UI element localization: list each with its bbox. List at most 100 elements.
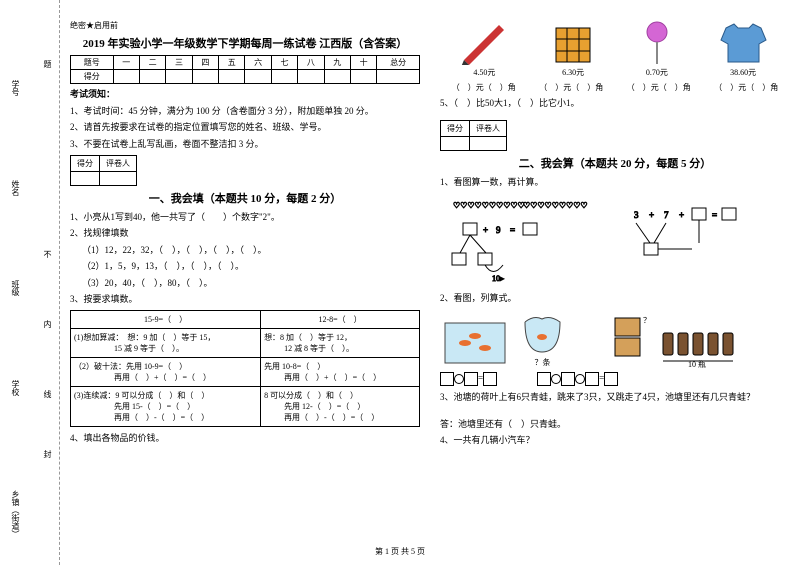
product-row: 4.50元 6.30元 0.70元 38.60元 bbox=[440, 20, 790, 78]
svg-text:9: 9 bbox=[496, 225, 501, 235]
box-stack-icon: ？个 bbox=[605, 313, 650, 368]
pencil-icon bbox=[459, 20, 509, 65]
svg-text:7: 7 bbox=[664, 210, 669, 220]
th-5: 五 bbox=[219, 56, 245, 70]
seal-bu: 不 bbox=[42, 250, 53, 258]
price-2: 6.30元 bbox=[548, 67, 598, 78]
price-3: 0.70元 bbox=[637, 67, 677, 78]
page-footer: 第 1 页 共 5 页 bbox=[0, 546, 800, 557]
price-blanks-row: （ ）元（ ）角 （ ）元（ ）角 （ ）元（ ）角 （ ）元（ ）角 bbox=[440, 82, 790, 93]
s1-q5: 5、（ ）比50大1，（ ）比它小1。 bbox=[440, 96, 790, 110]
s2-q4: 4、一共有几辆小汽车？ bbox=[440, 433, 790, 447]
margin-town: 乡镇（街道） bbox=[10, 490, 21, 538]
th-2: 二 bbox=[139, 56, 165, 70]
notice-2: 2、请首先按要求在试卷的指定位置填写您的姓名、班级、学号。 bbox=[70, 121, 420, 135]
ms-grader: 评卷人 bbox=[100, 156, 137, 172]
s2-q3: 3、池塘的荷叶上有6只青蛙，跳来了3只，又跳走了4只，池塘里还有几只青蛙？ bbox=[440, 390, 790, 404]
item-pencil: 4.50元 bbox=[459, 20, 509, 78]
s1-q3: 3、按要求填数。 bbox=[70, 292, 420, 306]
blank-2: （ ）元（ ）角 bbox=[539, 82, 603, 93]
th-4: 四 bbox=[192, 56, 218, 70]
th-8: 八 bbox=[298, 56, 324, 70]
s2-q1: 1、看图算一数，再计算。 bbox=[440, 175, 790, 189]
fish-bowl-icon bbox=[520, 307, 565, 357]
wt-r1l: (1)想加算减： 想：9 加（ ）等于 15，15 减 9 等于（ ）。 bbox=[71, 329, 261, 358]
svg-text:3: 3 bbox=[634, 210, 639, 220]
th-9: 九 bbox=[324, 56, 350, 70]
score-summary-table: 题号 一 二 三 四 五 六 七 八 九 十 总分 得分 bbox=[70, 55, 420, 84]
wt-r2r: 先用 10-8=（ ）再用（ ）+（ ）=（ ） bbox=[261, 358, 420, 387]
th-total: 总分 bbox=[377, 56, 420, 70]
svg-text:+: + bbox=[649, 210, 654, 220]
wt-r3l: (3)连续减：9 可以分成（ ）和（ ）先用 15-（ ）=（ ）再用（ ）-（… bbox=[71, 387, 261, 427]
s1-q1: 1、小亮从1写到40，他一共写了（ ）个数字"2"。 bbox=[70, 210, 420, 224]
section2-title: 二、我会算（本题共 20 分，每题 5 分） bbox=[440, 155, 790, 171]
seal-xian: 线 bbox=[42, 390, 53, 398]
confidential-label: 绝密★启用前 bbox=[70, 20, 420, 31]
fish-tank-icon bbox=[440, 318, 510, 368]
th-1: 一 bbox=[113, 56, 139, 70]
notice-title: 考试须知： bbox=[70, 88, 420, 102]
s1-q2c: （3）20，40，（ ），80，（ ）。 bbox=[70, 276, 420, 290]
eq1: = bbox=[440, 372, 497, 386]
margin-school: 学校 bbox=[10, 380, 21, 396]
wt-hl: 15-9=（ ） bbox=[71, 311, 261, 329]
section2-score-box: 得分评卷人 bbox=[440, 120, 507, 151]
margin-name: 姓名 bbox=[10, 180, 21, 196]
svg-text:♡♡♡♡♡♡♡♡♡: ♡♡♡♡♡♡♡♡♡ bbox=[523, 201, 588, 210]
blank-3: （ ）元（ ）角 bbox=[627, 82, 691, 93]
svg-text:？个: ？个 bbox=[643, 316, 650, 325]
eq2: = bbox=[537, 372, 618, 386]
left-column: 绝密★启用前 2019 年实验小学一年级数学下学期每周一练试卷 江西版（含答案）… bbox=[70, 20, 420, 449]
notice-3: 3、不要在试卷上乱写乱画，卷面不整洁扣 3 分。 bbox=[70, 138, 420, 152]
s1-q2b: （2）1，5，9，13，（ ），（ ），（ ）。 bbox=[70, 259, 420, 273]
s1-q2: 2、找规律填数 bbox=[70, 226, 420, 240]
s1-q2a: （1）12，22，32，（ ），（ ），（ ），（ ）。 bbox=[70, 243, 420, 257]
addition-diagram: 3 + 7 + = bbox=[624, 198, 764, 283]
wt-r2l: （2）破十法：先用 10-9=（ ）再用（ ）+（ ）=（ ） bbox=[71, 358, 261, 387]
svg-text:+: + bbox=[679, 210, 684, 220]
ms-score: 得分 bbox=[71, 156, 100, 172]
svg-text:10 瓶: 10 瓶 bbox=[688, 359, 706, 368]
sweater-icon bbox=[716, 20, 771, 65]
rubiks-cube-icon bbox=[548, 20, 598, 65]
item-shirt: 38.60元 bbox=[716, 20, 771, 78]
calc-diagrams: ♡♡♡♡♡♡♡♡♡♡ ♡♡♡♡♡♡♡♡♡ + 9= 10▸ bbox=[440, 194, 790, 287]
section1-score-box: 得分评卷人 bbox=[70, 155, 137, 186]
seal-feng: 封 bbox=[42, 450, 53, 458]
equation-blanks: = = bbox=[440, 372, 790, 386]
blank-4: （ ）元（ ）角 bbox=[714, 82, 778, 93]
row-score-label: 得分 bbox=[71, 70, 114, 84]
price-4: 38.60元 bbox=[716, 67, 771, 78]
picture-problems: ？条 ？个 10 瓶 bbox=[440, 307, 790, 368]
th-num: 题号 bbox=[71, 56, 114, 70]
blank-1: （ ）元（ ）角 bbox=[452, 82, 516, 93]
s2-q3-answer: 答：池塘里还有（ ）只青蛙。 bbox=[440, 417, 790, 431]
notice-1: 1、考试时间：45 分钟，满分为 100 分（含卷面分 3 分），附加题单独 2… bbox=[70, 105, 420, 119]
seal-ti: 题 bbox=[42, 60, 53, 68]
seal-nei: 内 bbox=[42, 320, 53, 328]
lollipop-icon bbox=[637, 20, 677, 65]
s2-q2: 2、看图，列算式。 bbox=[440, 291, 790, 305]
bottles-icon: 10 瓶 bbox=[660, 313, 735, 368]
right-column: 4.50元 6.30元 0.70元 38.60元 （ ）元（ ）角 （ ）元（ … bbox=[440, 20, 790, 449]
section1-title: 一、我会填（本题共 10 分，每题 2 分） bbox=[70, 190, 420, 206]
svg-text:=: = bbox=[712, 210, 717, 220]
th-7: 七 bbox=[271, 56, 297, 70]
price-1: 4.50元 bbox=[459, 67, 509, 78]
svg-text:♡♡♡♡♡♡♡♡♡♡: ♡♡♡♡♡♡♡♡♡♡ bbox=[453, 201, 525, 210]
wt-hr: 12-8=（ ） bbox=[261, 311, 420, 329]
th-6: 六 bbox=[245, 56, 271, 70]
svg-text:+: + bbox=[483, 225, 488, 235]
svg-text:=: = bbox=[510, 225, 515, 235]
th-3: 三 bbox=[166, 56, 192, 70]
binding-margin: 乡镇（街道） 学校 班级 姓名 学号 封 线 内 不 题 bbox=[0, 0, 60, 565]
hearts-diagram: ♡♡♡♡♡♡♡♡♡♡ ♡♡♡♡♡♡♡♡♡ + 9= 10▸ bbox=[448, 198, 588, 283]
exam-title: 2019 年实验小学一年级数学下学期每周一练试卷 江西版（含答案） bbox=[70, 35, 420, 51]
worked-example-table: 15-9=（ ） 12-8=（ ） (1)想加算减： 想：9 加（ ）等于 15… bbox=[70, 310, 420, 427]
item-cube: 6.30元 bbox=[548, 20, 598, 78]
item-lollipop: 0.70元 bbox=[637, 20, 677, 78]
wt-r1r: 想：8 加（ ）等于 12，12 减 8 等于（ ）。 bbox=[261, 329, 420, 358]
ms2-grader: 评卷人 bbox=[470, 121, 507, 137]
ms2-score: 得分 bbox=[441, 121, 470, 137]
